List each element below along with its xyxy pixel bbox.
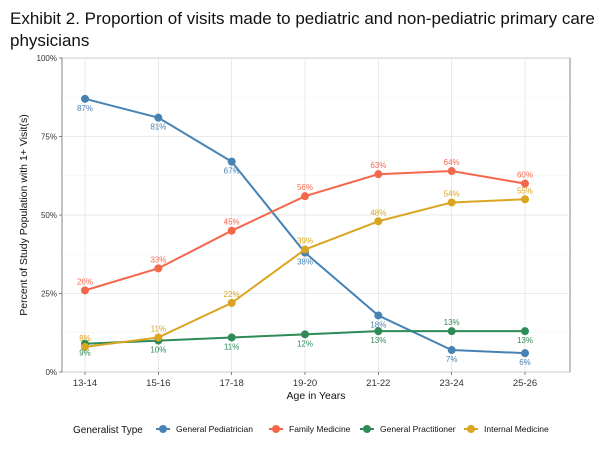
y-tick-label: 0% [45, 368, 57, 377]
data-label-general-practitioner: 13% [444, 318, 460, 327]
data-point-family-medicine [154, 264, 163, 273]
x-tick-label: 21-22 [366, 378, 390, 389]
data-label-internal-medicine: 48% [370, 208, 386, 217]
data-labels: 87% 81% 67% 38% 18% 7% 6% 26% 33% 45% 56% 63% 64% 60%… [77, 104, 533, 367]
data-label-family-medicine: 64% [444, 158, 460, 167]
data-point-general-practitioner [521, 327, 529, 336]
chart-title: Exhibit 2. Proportion of visits made to … [10, 9, 595, 50]
axes: 0% 25% 50% 75% 100% 13-14 15-16 17-18 19-20 21-22… [37, 54, 538, 389]
data-label-family-medicine: 45% [224, 218, 240, 227]
data-label-internal-medicine: 39% [297, 237, 313, 246]
data-label-general-pediatrician: 38% [297, 258, 313, 267]
data-point-internal-medicine [374, 217, 383, 226]
data-point-general-pediatrician [374, 311, 383, 320]
y-tick-label: 50% [41, 211, 57, 220]
legend-swatch-point-general-pediatrician [159, 425, 167, 433]
data-label-family-medicine: 33% [150, 255, 166, 264]
data-point-general-pediatrician [154, 113, 163, 122]
data-label-general-pediatrician: 87% [77, 104, 93, 113]
x-axis-label: Age in Years [287, 390, 346, 402]
data-point-general-practitioner [301, 330, 309, 339]
x-tick-label: 19-20 [293, 378, 317, 389]
data-point-internal-medicine [227, 298, 236, 307]
data-point-general-practitioner [227, 333, 236, 342]
data-label-internal-medicine: 55% [517, 186, 533, 195]
data-point-family-medicine [301, 192, 309, 201]
data-label-general-practitioner: 11% [224, 342, 239, 351]
x-tick-label: 25-26 [513, 378, 537, 389]
data-point-general-pediatrician [521, 349, 529, 358]
legend-label-general-practitioner: General Practitioner [380, 424, 456, 434]
legend-swatch-point-general-practitioner [363, 425, 371, 433]
data-point-internal-medicine [154, 333, 163, 342]
legend: Generalist Type General Pediatrician Famil… [73, 424, 549, 436]
data-label-general-practitioner: 13% [517, 336, 533, 345]
data-label-general-pediatrician: 6% [519, 358, 531, 367]
legend-swatch-point-internal-medicine [467, 425, 475, 433]
y-axis-label: Percent of Study Population with 1+ Visi… [18, 114, 30, 315]
data-point-family-medicine [81, 286, 89, 295]
data-point-internal-medicine [81, 342, 89, 351]
x-tick-label: 15-16 [146, 378, 170, 389]
data-label-family-medicine: 60% [517, 171, 533, 180]
data-point-family-medicine [447, 167, 456, 176]
data-label-internal-medicine: 8% [79, 334, 91, 343]
legend-swatch-point-family-medicine [272, 425, 280, 433]
y-tick-label: 100% [37, 54, 57, 63]
data-label-general-pediatrician: 18% [370, 320, 386, 329]
x-tick-label: 17-18 [220, 378, 244, 389]
data-point-family-medicine [227, 226, 236, 235]
legend-title: Generalist Type [73, 425, 143, 436]
data-label-internal-medicine: 54% [444, 189, 460, 198]
data-label-general-practitioner: 9% [79, 349, 91, 358]
data-label-family-medicine: 63% [370, 161, 386, 170]
legend-label-family-medicine: Family Medicine [289, 424, 351, 434]
data-point-general-pediatrician [447, 346, 456, 355]
x-tick-label: 23-24 [440, 378, 464, 389]
data-label-family-medicine: 26% [77, 277, 93, 286]
data-label-general-practitioner: 13% [370, 336, 386, 345]
data-label-general-pediatrician: 81% [150, 123, 166, 132]
data-point-family-medicine [521, 179, 529, 188]
data-point-general-practitioner [374, 327, 383, 336]
data-label-internal-medicine: 11% [151, 324, 166, 333]
series-group [81, 94, 529, 358]
y-tick-label: 75% [41, 133, 57, 142]
data-label-general-pediatrician: 7% [446, 355, 458, 364]
legend-label-general-pediatrician: General Pediatrician [176, 424, 253, 434]
x-tick-label: 13-14 [73, 378, 97, 389]
data-point-internal-medicine [447, 198, 456, 207]
data-label-general-pediatrician: 67% [224, 167, 240, 176]
data-point-internal-medicine [301, 245, 309, 254]
data-label-general-practitioner: 12% [297, 339, 313, 348]
legend-label-internal-medicine: Internal Medicine [484, 424, 549, 434]
data-label-family-medicine: 56% [297, 183, 313, 192]
data-point-internal-medicine [521, 195, 529, 204]
data-point-general-practitioner [447, 327, 456, 336]
data-point-general-pediatrician [227, 157, 236, 166]
y-tick-label: 25% [41, 290, 57, 299]
gridlines [62, 57, 570, 373]
data-point-family-medicine [374, 170, 383, 179]
data-label-internal-medicine: 22% [224, 290, 240, 299]
data-point-general-pediatrician [81, 94, 89, 103]
data-label-general-practitioner: 10% [150, 346, 166, 355]
